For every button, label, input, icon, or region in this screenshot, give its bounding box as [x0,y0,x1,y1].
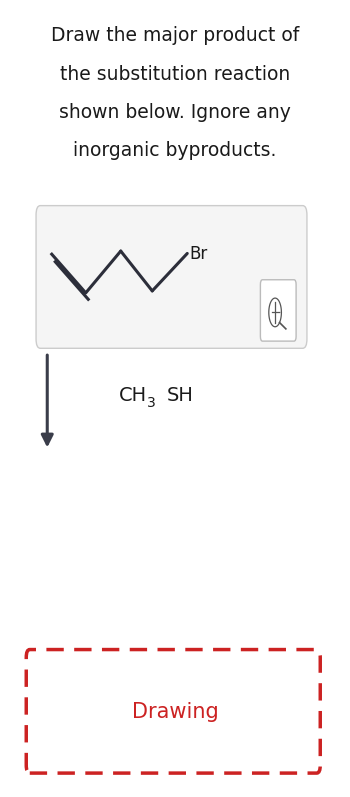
Text: 3: 3 [147,396,156,410]
Text: shown below. Ignore any: shown below. Ignore any [59,103,291,122]
Text: the substitution reaction: the substitution reaction [60,65,290,84]
Text: SH: SH [166,386,193,405]
Text: CH: CH [119,386,147,405]
FancyBboxPatch shape [260,280,296,341]
FancyBboxPatch shape [36,206,307,348]
Text: inorganic byproducts.: inorganic byproducts. [73,141,277,160]
FancyBboxPatch shape [26,650,320,773]
Text: Drawing: Drawing [132,701,218,722]
Text: Br: Br [190,245,208,263]
Text: Draw the major product of: Draw the major product of [51,26,299,45]
